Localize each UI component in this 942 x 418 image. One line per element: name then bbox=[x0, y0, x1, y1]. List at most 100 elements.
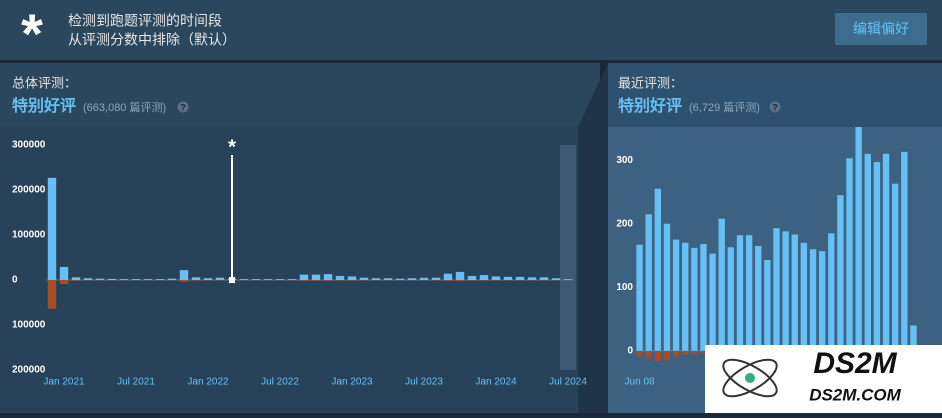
y-tick-label: 200000 bbox=[12, 185, 46, 196]
bar bbox=[865, 154, 871, 351]
bar bbox=[252, 279, 260, 280]
edit-button-label[interactable]: 编辑偏好 bbox=[853, 21, 909, 37]
x-tick-label: Jan 2024 bbox=[475, 377, 517, 388]
bar bbox=[120, 279, 128, 280]
bar bbox=[564, 279, 572, 280]
banner-icon: * bbox=[21, 2, 43, 65]
bar bbox=[132, 279, 140, 280]
x-tick-label: Jan 2023 bbox=[331, 377, 373, 388]
recent-count: (6,729 篇评测) bbox=[689, 100, 760, 114]
recent-label: 最近评测： bbox=[618, 75, 683, 90]
bar bbox=[645, 214, 651, 351]
bar bbox=[855, 127, 861, 351]
bar bbox=[324, 280, 332, 281]
bar bbox=[737, 235, 743, 351]
bar bbox=[312, 275, 320, 280]
bar bbox=[444, 280, 452, 281]
watermark-logo bbox=[745, 373, 755, 383]
bar bbox=[60, 267, 68, 280]
overall-label: 总体评测： bbox=[12, 75, 77, 90]
bar bbox=[180, 270, 188, 280]
help-icon-text[interactable]: ? bbox=[772, 102, 778, 112]
y-tick-label: 100000 bbox=[12, 320, 46, 331]
y-tick-label: 300000 bbox=[12, 140, 46, 151]
bar bbox=[204, 278, 212, 280]
bar bbox=[276, 279, 284, 280]
bar bbox=[728, 247, 734, 351]
recent-header bbox=[608, 63, 942, 127]
bar bbox=[655, 351, 661, 361]
bar bbox=[664, 224, 670, 351]
y-tick-label: 0 bbox=[627, 346, 633, 357]
y-tick-label: 200000 bbox=[12, 365, 46, 376]
bar bbox=[96, 279, 104, 280]
bar bbox=[48, 178, 56, 280]
bar bbox=[719, 219, 725, 351]
bar bbox=[492, 276, 500, 280]
bar bbox=[755, 246, 761, 351]
recent-range bbox=[560, 145, 576, 370]
bar bbox=[673, 240, 679, 351]
bar bbox=[348, 280, 356, 281]
x-tick-label: Jul 2021 bbox=[117, 377, 155, 388]
x-tick-label: Jul 2023 bbox=[405, 377, 443, 388]
x-tick-label: Jun 08 bbox=[625, 377, 655, 388]
bar bbox=[240, 279, 248, 280]
bar bbox=[72, 277, 80, 280]
bar bbox=[444, 274, 452, 280]
bar bbox=[468, 280, 476, 281]
y-tick-label: 200 bbox=[616, 218, 633, 229]
bar bbox=[192, 280, 200, 281]
bar bbox=[709, 254, 715, 351]
bar bbox=[764, 260, 770, 351]
banner bbox=[0, 0, 942, 60]
bar bbox=[837, 195, 843, 351]
bar bbox=[819, 251, 825, 351]
overall-header bbox=[0, 63, 600, 127]
bar bbox=[691, 351, 697, 354]
bar bbox=[108, 279, 116, 280]
bar bbox=[540, 277, 548, 280]
bar bbox=[892, 184, 898, 351]
watermark-logo-text: DS2M bbox=[813, 347, 897, 380]
x-tick-label: Jul 2024 bbox=[549, 377, 587, 388]
bar bbox=[901, 152, 907, 351]
y-tick-label: 300 bbox=[616, 155, 633, 166]
bar bbox=[384, 278, 392, 280]
bar bbox=[664, 351, 670, 360]
bar bbox=[682, 243, 688, 351]
bar bbox=[288, 279, 296, 280]
bar bbox=[552, 278, 560, 280]
y-tick-label: 100 bbox=[616, 282, 633, 293]
bar bbox=[480, 280, 488, 281]
bar bbox=[636, 245, 642, 351]
bar bbox=[492, 280, 500, 281]
bar bbox=[636, 351, 642, 356]
banner-text: 从评测分数中排除（默认） bbox=[68, 32, 236, 48]
bar bbox=[528, 277, 536, 280]
overall-rating: 特别好评 bbox=[12, 96, 76, 115]
bar bbox=[348, 276, 356, 280]
x-tick-label: Jan 2022 bbox=[187, 377, 229, 388]
divider bbox=[0, 60, 942, 63]
banner-text: 检测到跑题评测的时间段 bbox=[68, 13, 222, 29]
bar bbox=[300, 275, 308, 280]
overall-count: (663,080 篇评测) bbox=[83, 100, 166, 114]
bar bbox=[72, 280, 80, 281]
x-tick-label: Jan 2021 bbox=[43, 377, 85, 388]
bar bbox=[408, 278, 416, 280]
bar bbox=[846, 158, 852, 351]
bar bbox=[810, 249, 816, 351]
bar bbox=[883, 154, 889, 351]
bar bbox=[60, 280, 68, 284]
help-icon-text[interactable]: ? bbox=[180, 102, 186, 112]
excluded-marker bbox=[229, 277, 235, 283]
bar bbox=[312, 280, 320, 281]
bar bbox=[801, 243, 807, 351]
bar bbox=[516, 277, 524, 280]
y-tick-label: 100000 bbox=[12, 230, 46, 241]
bar bbox=[480, 275, 488, 280]
bar bbox=[156, 279, 164, 280]
bar bbox=[792, 235, 798, 351]
